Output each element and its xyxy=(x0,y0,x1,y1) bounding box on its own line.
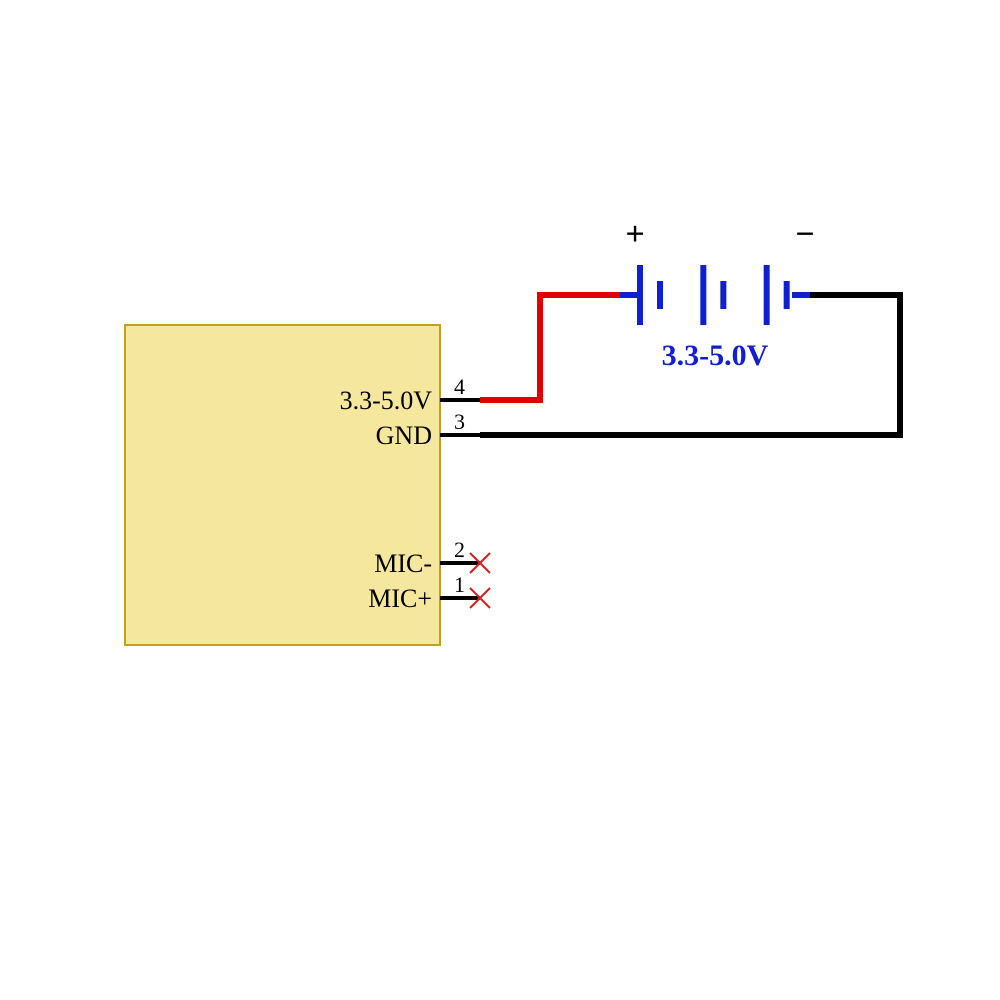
battery-plus: + xyxy=(625,216,644,253)
pin-3-number: 3 xyxy=(454,409,465,434)
battery-minus: − xyxy=(795,216,814,253)
wire-vcc xyxy=(480,295,620,400)
pin-4-number: 4 xyxy=(454,374,465,399)
pin-2-number: 2 xyxy=(454,537,465,562)
battery-voltage-label: 3.3-5.0V xyxy=(662,339,769,372)
pin-4-label: 3.3-5.0V xyxy=(340,386,433,415)
circuit-schematic: 3.3-5.0V 4 GND 3 MIC- 2 MIC+ 1 + − 3.3-5.0V xyxy=(0,0,1000,1000)
pin-2-label: MIC- xyxy=(374,549,432,578)
pin-1-number: 1 xyxy=(454,572,465,597)
pin-1-label: MIC+ xyxy=(368,584,432,613)
pin-3-label: GND xyxy=(376,421,432,450)
